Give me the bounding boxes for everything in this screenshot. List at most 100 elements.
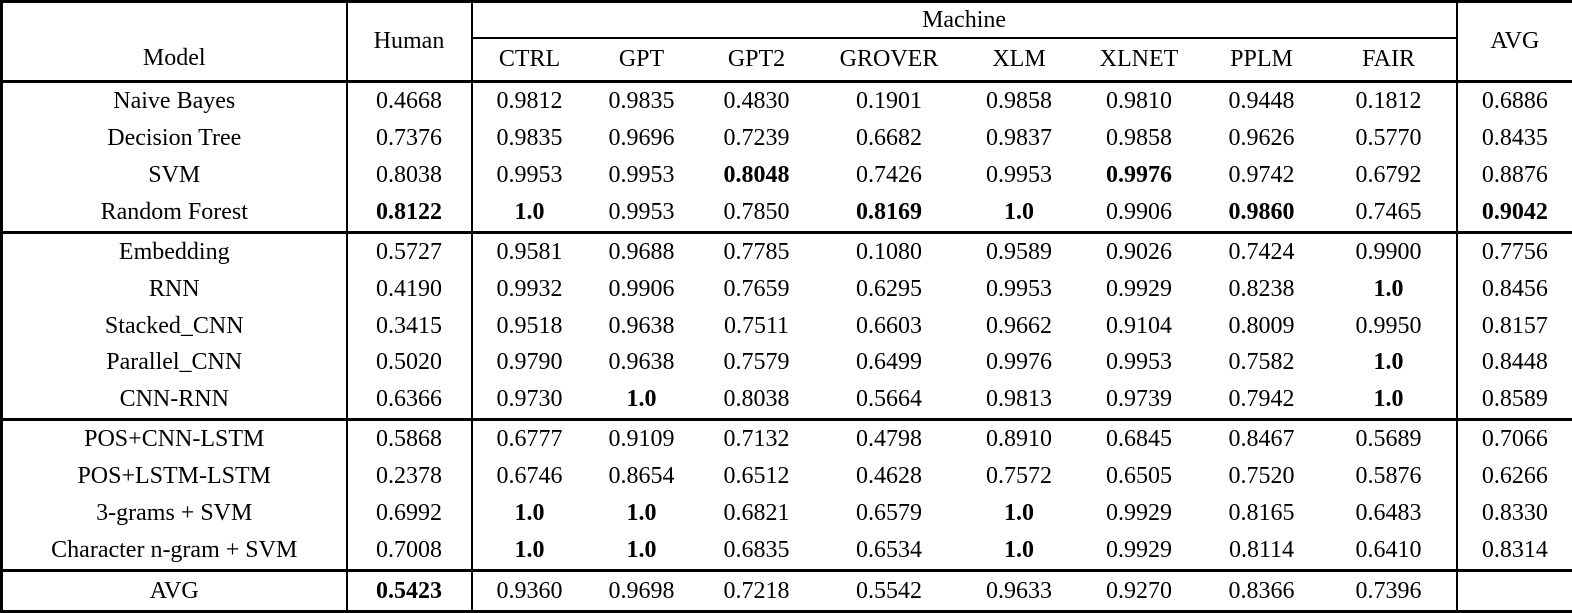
value-cell-xlm: 0.7572 bbox=[986, 463, 1052, 490]
value-cell-ctrl: 0.9518 bbox=[496, 312, 563, 339]
model-name-cell: Decision Tree bbox=[1, 120, 348, 157]
value-cell-grover: 0.6603 bbox=[856, 312, 922, 339]
value-cell-ctrl: 0.9730 bbox=[496, 386, 563, 413]
value-cell-human: 0.2378 bbox=[346, 458, 473, 496]
table-row: POS+CNN-LSTM 0.5868 0.6777 0.9109 0.7132 0.47… bbox=[1, 418, 1572, 459]
value-cell-human: 0.4190 bbox=[346, 271, 473, 308]
value-cell-gpt2: 0.7850 bbox=[723, 198, 790, 225]
value-cell-human: 0.5868 bbox=[346, 418, 473, 459]
value-cell-xlm: 0.9813 bbox=[986, 386, 1052, 413]
value-cell-human: 0.4668 bbox=[346, 81, 473, 121]
value-cell-human: 0.5423 bbox=[346, 569, 473, 612]
value-cell-gpt: 0.9953 bbox=[608, 161, 675, 188]
model-name-cell: POS+LSTM-LSTM bbox=[1, 458, 348, 496]
value-cell-gpt2: 0.7218 bbox=[696, 569, 817, 612]
value-cell-avg: 0.7756 bbox=[1455, 230, 1572, 272]
value-cell-pplm: 0.9860 bbox=[1228, 198, 1295, 225]
value-cell-fair: 1.0 bbox=[1373, 386, 1404, 413]
model-name-cell: Parallel_CNN bbox=[1, 344, 348, 382]
value-cell-fair: 1.0 bbox=[1373, 275, 1404, 302]
value-cell-pplm: 0.8165 bbox=[1228, 500, 1295, 527]
value-cell-gpt2: 0.4830 bbox=[723, 88, 790, 115]
value-cell-xlm: 0.9953 bbox=[986, 161, 1052, 188]
value-cell-gpt2: 0.8048 bbox=[723, 161, 790, 188]
value-cell-gpt2: 0.6835 bbox=[723, 537, 790, 564]
header-row-machine-columns: CTRL GPT GPT2 GROVER XLM XLNET PPLM FAIR bbox=[2, 38, 1572, 82]
value-cell-gpt: 1.0 bbox=[626, 500, 657, 527]
value-cell-gpt2: 0.7659 bbox=[723, 275, 790, 302]
model-name-cell: CNN-RNN bbox=[1, 381, 348, 420]
value-cell-fair: 0.6410 bbox=[1355, 537, 1422, 564]
value-cell-xlm: 1.0 bbox=[1004, 500, 1034, 527]
value-cell-ctrl: 1.0 bbox=[514, 537, 545, 564]
value-cell-xlnet: 0.9953 bbox=[1106, 349, 1172, 376]
value-cell-ctrl: 1.0 bbox=[514, 500, 545, 527]
col-header-avg: AVG bbox=[1455, 1, 1572, 82]
col-header-grover: GROVER bbox=[839, 46, 939, 72]
value-cell-human: 0.8122 bbox=[346, 193, 473, 233]
value-cell-avg: 0.8589 bbox=[1455, 381, 1572, 420]
value-cell-human: 0.3415 bbox=[346, 307, 473, 345]
value-cell-xlm: 0.9633 bbox=[961, 569, 1077, 612]
value-cell-pplm: 0.8114 bbox=[1228, 537, 1295, 564]
col-header-gpt2: GPT2 bbox=[727, 46, 786, 72]
value-cell-xlnet: 0.9858 bbox=[1106, 125, 1172, 152]
value-cell-gpt2: 0.8038 bbox=[723, 386, 790, 413]
table-row: Embedding 0.5727 0.9581 0.9688 0.7785 0.1080 0… bbox=[1, 230, 1572, 272]
value-cell-avg: 0.8157 bbox=[1455, 307, 1572, 345]
value-cell-human: 0.5020 bbox=[346, 344, 473, 382]
value-cell-grover: 0.6295 bbox=[856, 275, 922, 302]
value-cell-fair: 0.5689 bbox=[1321, 418, 1457, 459]
value-cell-gpt2: 0.7785 bbox=[696, 230, 817, 272]
value-cell-xlm: 1.0 bbox=[1004, 198, 1034, 225]
value-cell-grover: 0.6534 bbox=[856, 537, 922, 564]
table-body: Naive Bayes 0.4668 0.9812 0.9835 0.4830 0.190… bbox=[1, 81, 1572, 612]
table-row: Decision Tree 0.7376 0.9835 0.9696 0.7239 0.6… bbox=[1, 120, 1572, 157]
value-cell-fair: 0.7396 bbox=[1321, 569, 1457, 612]
col-header-gpt: GPT bbox=[618, 46, 665, 72]
value-cell-gpt: 1.0 bbox=[626, 386, 657, 413]
value-cell-gpt: 0.8654 bbox=[608, 463, 675, 490]
value-cell-grover: 0.1080 bbox=[816, 230, 962, 272]
value-cell-grover: 0.4628 bbox=[856, 463, 922, 490]
value-cell-fair: 0.1812 bbox=[1355, 88, 1422, 115]
table-row: Random Forest 0.8122 1.0 0.9953 0.7850 0.8169… bbox=[1, 193, 1572, 233]
value-cell-avg: 0.8314 bbox=[1455, 531, 1572, 571]
value-cell-grover: 0.6499 bbox=[856, 349, 922, 376]
value-cell-xlnet: 0.6505 bbox=[1106, 463, 1172, 490]
value-cell-grover: 0.5542 bbox=[816, 569, 962, 612]
value-cell-human: 0.8038 bbox=[346, 156, 473, 194]
col-header-human: Human bbox=[346, 1, 473, 82]
value-cell-gpt2: 0.6821 bbox=[723, 500, 790, 527]
value-cell-xlnet: 0.9906 bbox=[1106, 198, 1172, 225]
model-name-cell: Embedding bbox=[1, 230, 348, 272]
value-cell-human: 0.7008 bbox=[346, 531, 473, 571]
value-cell-xlnet: 0.6845 bbox=[1076, 418, 1202, 459]
value-cell-pplm: 0.8366 bbox=[1201, 569, 1322, 612]
col-header-fair: FAIR bbox=[1362, 46, 1415, 72]
value-cell-avg: 0.9042 bbox=[1455, 193, 1572, 233]
value-cell-gpt2: 0.7511 bbox=[723, 312, 790, 339]
value-cell-xlnet: 0.9929 bbox=[1106, 275, 1172, 302]
value-cell-fair: 0.7465 bbox=[1355, 198, 1422, 225]
value-cell-avg: 0.7066 bbox=[1455, 418, 1572, 459]
table-row: Stacked_CNN 0.3415 0.9518 0.9638 0.7511 0.660… bbox=[1, 307, 1572, 345]
value-cell-avg: 0.8876 bbox=[1455, 156, 1572, 194]
value-cell-ctrl: 0.6746 bbox=[496, 463, 563, 490]
value-cell-grover: 0.5664 bbox=[856, 386, 922, 413]
value-cell-gpt2: 0.6512 bbox=[723, 463, 790, 490]
value-cell-fair: 0.5770 bbox=[1355, 125, 1422, 152]
col-header-xlnet: XLNET bbox=[1099, 46, 1179, 72]
table-row: RNN 0.4190 0.9932 0.9906 0.7659 0.6295 0.9953 0… bbox=[1, 271, 1572, 308]
value-cell-human: 0.6992 bbox=[346, 495, 473, 532]
value-cell-pplm: 0.7582 bbox=[1228, 349, 1295, 376]
model-name-cell: Random Forest bbox=[1, 193, 348, 233]
value-cell-gpt: 0.9696 bbox=[608, 125, 675, 152]
table-row: CNN-RNN 0.6366 0.9730 1.0 0.8038 0.5664 0.9813… bbox=[1, 381, 1572, 420]
value-cell-avg: 0.8456 bbox=[1455, 271, 1572, 308]
value-cell-fair: 1.0 bbox=[1373, 349, 1404, 376]
table-header: Model Human Machine AVG CTRL GPT GPT2 GR… bbox=[1, 1, 1572, 82]
value-cell-xlnet: 0.9270 bbox=[1076, 569, 1202, 612]
value-cell-pplm: 0.9448 bbox=[1228, 88, 1295, 115]
